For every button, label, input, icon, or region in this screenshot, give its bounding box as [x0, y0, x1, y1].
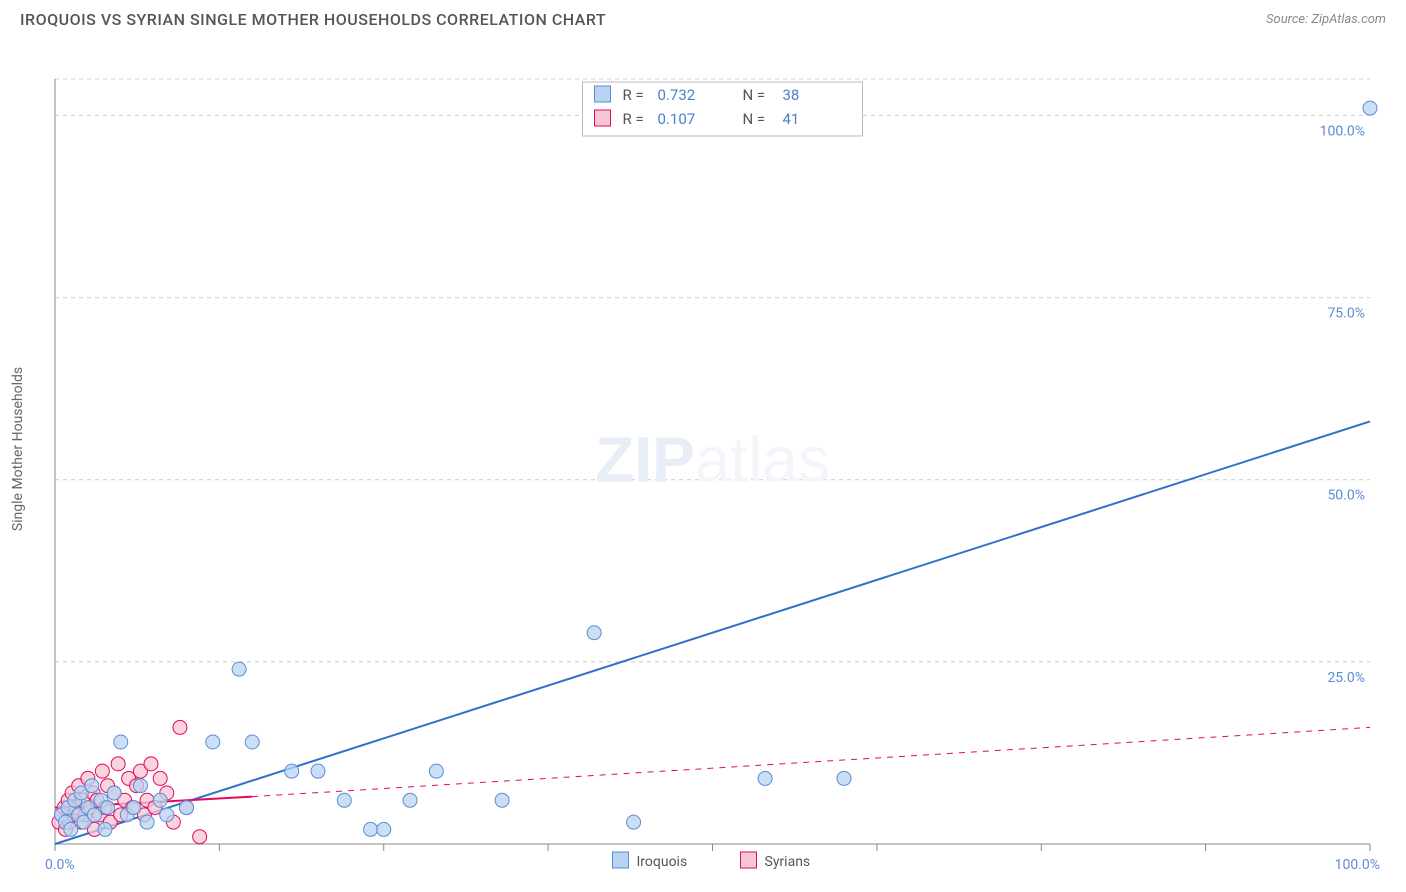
x-tick-label: 100.0% [1335, 857, 1380, 869]
data-point [114, 735, 128, 749]
data-point [98, 822, 112, 836]
x-legend-label: Syrians [765, 854, 811, 869]
data-point [587, 626, 601, 640]
data-point [758, 771, 772, 785]
legend-n-label: N = [743, 110, 766, 128]
data-point [95, 764, 109, 778]
data-point [495, 793, 509, 807]
data-point [337, 793, 351, 807]
legend-swatch [595, 110, 611, 126]
regression-line [252, 727, 1370, 796]
data-point [173, 720, 187, 734]
data-point [193, 830, 207, 844]
data-point [837, 771, 851, 785]
data-point [403, 793, 417, 807]
data-point [160, 808, 174, 822]
data-point [627, 815, 641, 829]
watermark: ZIPatlas [595, 424, 830, 496]
data-point [101, 801, 115, 815]
data-point [64, 822, 78, 836]
data-point [144, 757, 158, 771]
data-point [206, 735, 220, 749]
data-point [285, 764, 299, 778]
data-point [153, 771, 167, 785]
y-tick-label: 75.0% [1327, 306, 1365, 322]
legend-n-value: 41 [783, 110, 800, 128]
legend-r-value: 0.107 [658, 110, 696, 128]
x-legend-swatch [741, 852, 757, 868]
y-axis-label: Single Mother Households [10, 367, 26, 531]
data-point [133, 779, 147, 793]
y-tick-label: 25.0% [1327, 670, 1365, 686]
legend-n-label: N = [743, 86, 766, 104]
data-point [111, 757, 125, 771]
data-point [127, 801, 141, 815]
data-point [377, 822, 391, 836]
data-point [232, 662, 246, 676]
legend-swatch [595, 86, 611, 102]
x-legend-swatch [613, 852, 629, 868]
x-tick-label: 0.0% [45, 857, 75, 869]
chart-title: IROQUOIS VS SYRIAN SINGLE MOTHER HOUSEHO… [20, 10, 606, 29]
data-point [364, 822, 378, 836]
source-label: Source: ZipAtlas.com [1266, 12, 1386, 27]
data-point [180, 801, 194, 815]
data-point [311, 764, 325, 778]
data-point [107, 786, 121, 800]
legend-r-label: R = [623, 86, 644, 104]
legend-n-value: 38 [783, 86, 800, 104]
data-point [87, 808, 101, 822]
data-point [1363, 101, 1377, 115]
legend-r-label: R = [623, 110, 644, 128]
x-legend-label: Iroquois [637, 854, 688, 869]
legend-r-value: 0.732 [658, 86, 696, 104]
scatter-chart: ZIPatlas 0.0% 100.0% 25.0% 50.0% 75.0% 100.0% R… [0, 29, 1406, 869]
data-point [153, 793, 167, 807]
data-point [245, 735, 259, 749]
y-tick-label: 100.0% [1320, 123, 1365, 139]
data-point [85, 779, 99, 793]
data-point [429, 764, 443, 778]
y-tick-label: 50.0% [1327, 488, 1365, 504]
data-point [140, 815, 154, 829]
